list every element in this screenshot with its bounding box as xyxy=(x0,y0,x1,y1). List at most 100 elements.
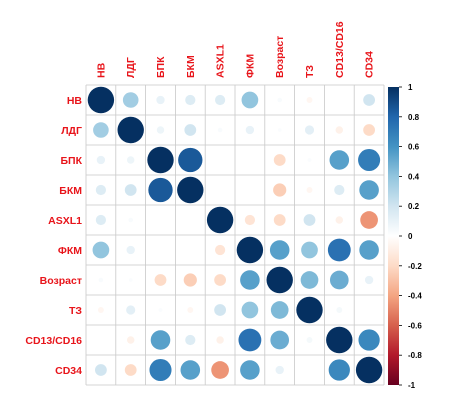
colorbar-tick-label: -1 xyxy=(408,381,416,390)
correlation-circle-8-5 xyxy=(238,328,262,352)
colorbar-tick-label: -0.8 xyxy=(408,351,422,360)
correlation-circle-4-0 xyxy=(95,214,107,226)
correlation-circle-9-0 xyxy=(95,364,107,376)
correlation-circle-1-1 xyxy=(117,116,144,144)
correlation-circle-7-5 xyxy=(241,301,259,319)
correlation-circle-5-5 xyxy=(236,236,264,264)
colorbar-tick-label: 0 xyxy=(408,232,413,241)
colorbar-tick-label: 0.8 xyxy=(408,113,420,122)
colorbar-tick-label: 1 xyxy=(408,83,413,92)
correlation-circle-9-3 xyxy=(180,360,201,380)
correlation-circle-0-7 xyxy=(306,97,313,103)
correlation-circle-4-8 xyxy=(335,216,344,224)
correlation-circle-5-8 xyxy=(327,238,351,262)
row-label: Возраст xyxy=(40,275,82,287)
correlation-circle-2-8 xyxy=(329,150,350,170)
column-label: НВ xyxy=(95,62,107,78)
column-label: БКМ xyxy=(185,55,197,78)
correlation-circle-8-6 xyxy=(270,330,290,350)
correlation-circle-0-4 xyxy=(214,94,226,106)
row-label: ЛДГ xyxy=(61,125,82,137)
column-label: CD13/CD16 xyxy=(334,21,346,78)
correlation-circle-2-3 xyxy=(178,147,203,173)
correlation-circle-3-0 xyxy=(95,184,107,196)
correlation-circle-6-1 xyxy=(128,278,133,282)
correlation-circle-9-8 xyxy=(328,359,350,381)
correlation-circle-1-4 xyxy=(217,127,223,133)
colorbar-tick-label: -0.2 xyxy=(408,262,422,271)
correlation-circle-0-6 xyxy=(277,97,282,103)
correlation-circle-3-6 xyxy=(273,183,287,197)
correlation-circle-7-6 xyxy=(270,301,289,319)
correlation-circle-7-3 xyxy=(187,307,194,313)
correlation-circle-2-1 xyxy=(126,156,135,164)
correlation-circle-4-7 xyxy=(303,214,316,226)
row-label: CD34 xyxy=(55,365,82,377)
correlation-circle-5-7 xyxy=(301,241,318,259)
correlation-circle-1-0 xyxy=(93,122,109,138)
correlation-circle-2-9 xyxy=(358,148,381,172)
correlation-circle-8-1 xyxy=(126,336,135,344)
correlation-circle-9-2 xyxy=(149,358,172,382)
row-labels: НВ ЛДГ БПК БКМ ASXL1 ФКМ Возраст ТЗ CD13/CD16 CD3… xyxy=(25,95,82,377)
correlation-circle-2-7 xyxy=(307,158,312,162)
correlation-circle-6-7 xyxy=(300,271,319,289)
correlation-circle-7-7 xyxy=(296,296,323,324)
correlation-circle-1-7 xyxy=(304,125,315,135)
correlation-circle-6-0 xyxy=(98,277,104,283)
column-labels: НВ ЛДГ БПК БКМ ASXL1 ФКМ Возраст ТЗ CD13/CD16 CD3… xyxy=(95,21,375,78)
correlation-circle-5-4 xyxy=(214,244,226,256)
correlation-circle-1-6 xyxy=(277,128,282,132)
correlation-circle-8-3 xyxy=(185,334,196,346)
correlation-circle-7-4 xyxy=(214,304,227,316)
correlation-circle-9-4 xyxy=(211,361,229,379)
correlation-circle-4-9 xyxy=(360,211,378,229)
correlation-circle-8-7 xyxy=(306,337,313,343)
correlation-circle-6-9 xyxy=(364,275,374,285)
correlation-circle-7-8 xyxy=(336,307,343,313)
correlation-circle-6-2 xyxy=(154,274,167,286)
correlation-circle-5-1 xyxy=(126,245,135,255)
correlation-circle-3-2 xyxy=(148,177,173,203)
correlation-circle-9-6 xyxy=(275,365,284,375)
correlation-circles xyxy=(87,86,383,384)
correlation-circle-0-1 xyxy=(122,92,139,108)
column-label: БПК xyxy=(155,56,167,78)
correlation-circle-4-6 xyxy=(273,214,286,226)
correlation-circle-6-8 xyxy=(329,270,349,290)
correlation-circle-3-1 xyxy=(124,184,137,196)
correlation-circle-7-1 xyxy=(126,305,136,315)
colorbar-gradient xyxy=(388,87,399,385)
row-label: CD13/CD16 xyxy=(25,335,82,347)
colorbar-tick-label: -0.6 xyxy=(408,321,422,330)
correlation-circle-0-9 xyxy=(363,94,375,106)
colorbar-tick-label: 0.6 xyxy=(408,143,420,152)
correlation-circle-5-9 xyxy=(359,240,379,260)
correlation-circle-8-4 xyxy=(216,336,224,344)
correlation-circle-2-2 xyxy=(147,146,174,174)
colorbar-tick-label: -0.4 xyxy=(408,292,422,301)
correlation-circle-9-1 xyxy=(124,364,137,376)
row-label: БПК xyxy=(60,155,82,167)
correlation-circle-6-6 xyxy=(266,266,293,294)
correlation-circle-9-9 xyxy=(355,356,383,384)
correlation-circle-4-4 xyxy=(206,206,234,234)
row-label: ФКМ xyxy=(58,245,82,257)
correlation-circle-8-9 xyxy=(358,329,380,351)
correlation-circle-0-5 xyxy=(241,91,259,109)
correlation-circle-3-9 xyxy=(359,180,379,200)
correlation-circle-0-2 xyxy=(156,95,165,105)
correlation-circle-4-5 xyxy=(244,214,256,226)
correlation-circle-8-2 xyxy=(150,330,171,350)
correlation-circle-1-3 xyxy=(184,124,197,136)
row-label: БКМ xyxy=(59,185,82,197)
correlation-circle-3-8 xyxy=(334,184,345,196)
correlation-circle-0-3 xyxy=(185,94,196,106)
correlation-circle-0-0 xyxy=(87,86,115,114)
correlation-circle-7-0 xyxy=(97,307,104,313)
correlation-circle-7-2 xyxy=(158,308,163,312)
correlation-circle-5-0 xyxy=(92,241,110,259)
column-label: ФКМ xyxy=(244,54,256,78)
row-label: НВ xyxy=(67,95,83,107)
